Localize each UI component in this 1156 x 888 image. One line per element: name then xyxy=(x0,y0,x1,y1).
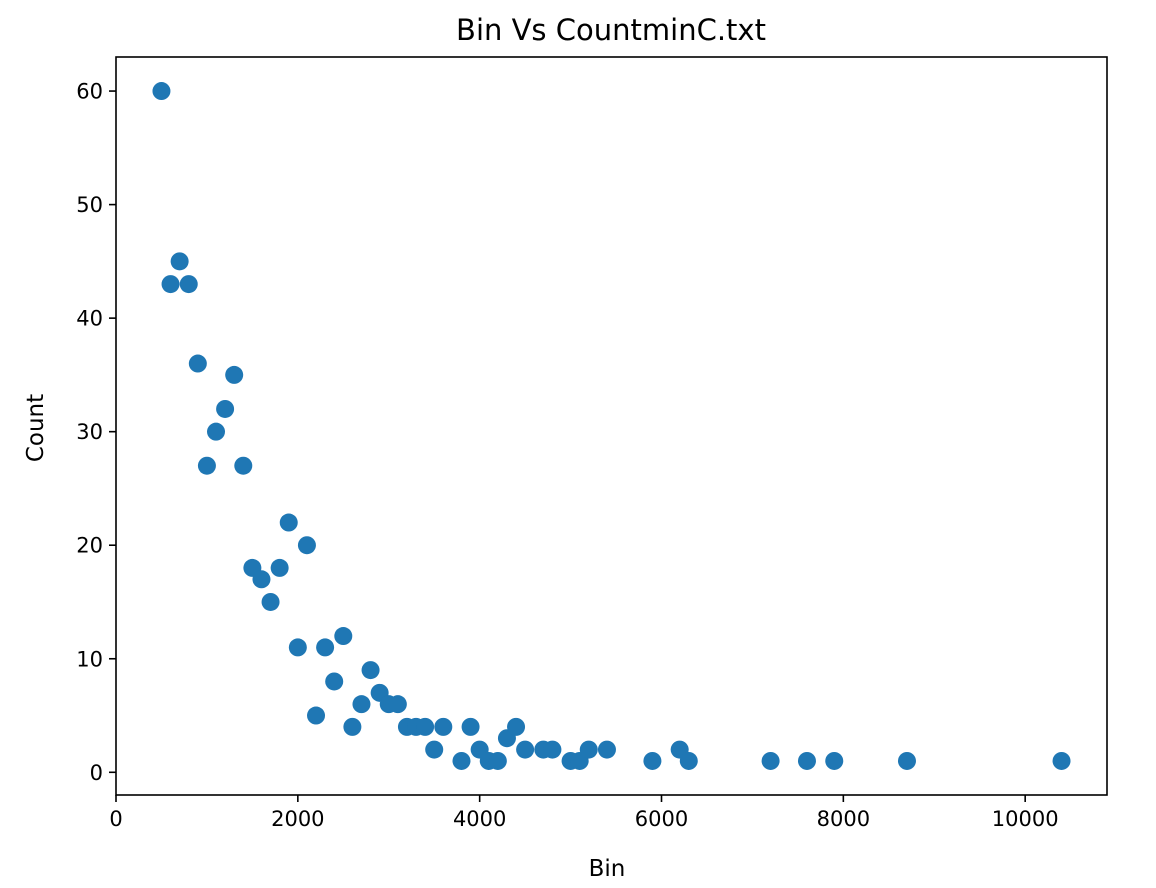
data-point xyxy=(488,751,507,770)
data-point xyxy=(261,592,280,611)
data-point xyxy=(152,82,171,101)
x-tick-label: 8000 xyxy=(817,807,870,831)
x-axis-label: Bin xyxy=(589,856,626,882)
data-point xyxy=(188,354,207,373)
data-point xyxy=(452,751,471,770)
data-point xyxy=(234,456,253,475)
x-tick-label: 10000 xyxy=(992,807,1059,831)
data-point xyxy=(288,638,307,657)
data-point xyxy=(270,558,289,577)
data-point xyxy=(416,717,435,736)
data-point xyxy=(897,751,916,770)
data-points xyxy=(152,82,1071,770)
data-point xyxy=(207,422,226,441)
data-point xyxy=(361,661,380,680)
y-tick-label: 40 xyxy=(76,307,103,331)
y-tick-label: 30 xyxy=(76,420,103,444)
data-point xyxy=(307,706,326,725)
data-point xyxy=(597,740,616,759)
data-point xyxy=(761,751,780,770)
y-tick-label: 50 xyxy=(76,193,103,217)
data-point xyxy=(297,536,316,555)
data-point xyxy=(279,513,298,532)
data-point xyxy=(579,740,598,759)
data-point xyxy=(797,751,816,770)
data-point xyxy=(252,570,271,589)
data-point xyxy=(197,456,216,475)
data-point xyxy=(352,695,371,714)
data-point xyxy=(343,717,362,736)
y-tick-label: 0 xyxy=(90,761,103,785)
data-point xyxy=(425,740,444,759)
data-point xyxy=(434,717,453,736)
plot-frame xyxy=(115,56,1108,796)
x-tick-label: 0 xyxy=(109,807,122,831)
x-tick-label: 2000 xyxy=(271,807,324,831)
y-tick-label: 10 xyxy=(76,647,103,671)
data-point xyxy=(825,751,844,770)
data-point xyxy=(316,638,335,657)
data-point xyxy=(507,717,526,736)
data-point xyxy=(325,672,344,691)
data-point xyxy=(1052,751,1071,770)
data-point xyxy=(170,252,189,271)
data-point xyxy=(643,751,662,770)
data-point xyxy=(543,740,562,759)
x-tick-label: 4000 xyxy=(453,807,506,831)
y-tick-label: 60 xyxy=(76,80,103,104)
data-point xyxy=(161,275,180,294)
data-point xyxy=(461,717,480,736)
data-point xyxy=(334,627,353,646)
data-point xyxy=(225,365,244,384)
data-point xyxy=(679,751,698,770)
y-axis-ticks: 0 10 20 30 40 50 60 xyxy=(76,80,116,785)
data-point xyxy=(179,275,198,294)
data-point xyxy=(216,399,235,418)
chart-title: Bin Vs CountminC.txt xyxy=(456,13,766,47)
x-axis-ticks: 0 2000 4000 6000 8000 10000 xyxy=(109,795,1059,831)
y-axis-label: Count xyxy=(23,394,49,462)
x-tick-label: 6000 xyxy=(635,807,688,831)
data-point xyxy=(388,695,407,714)
y-tick-label: 20 xyxy=(76,534,103,558)
data-point xyxy=(516,740,535,759)
